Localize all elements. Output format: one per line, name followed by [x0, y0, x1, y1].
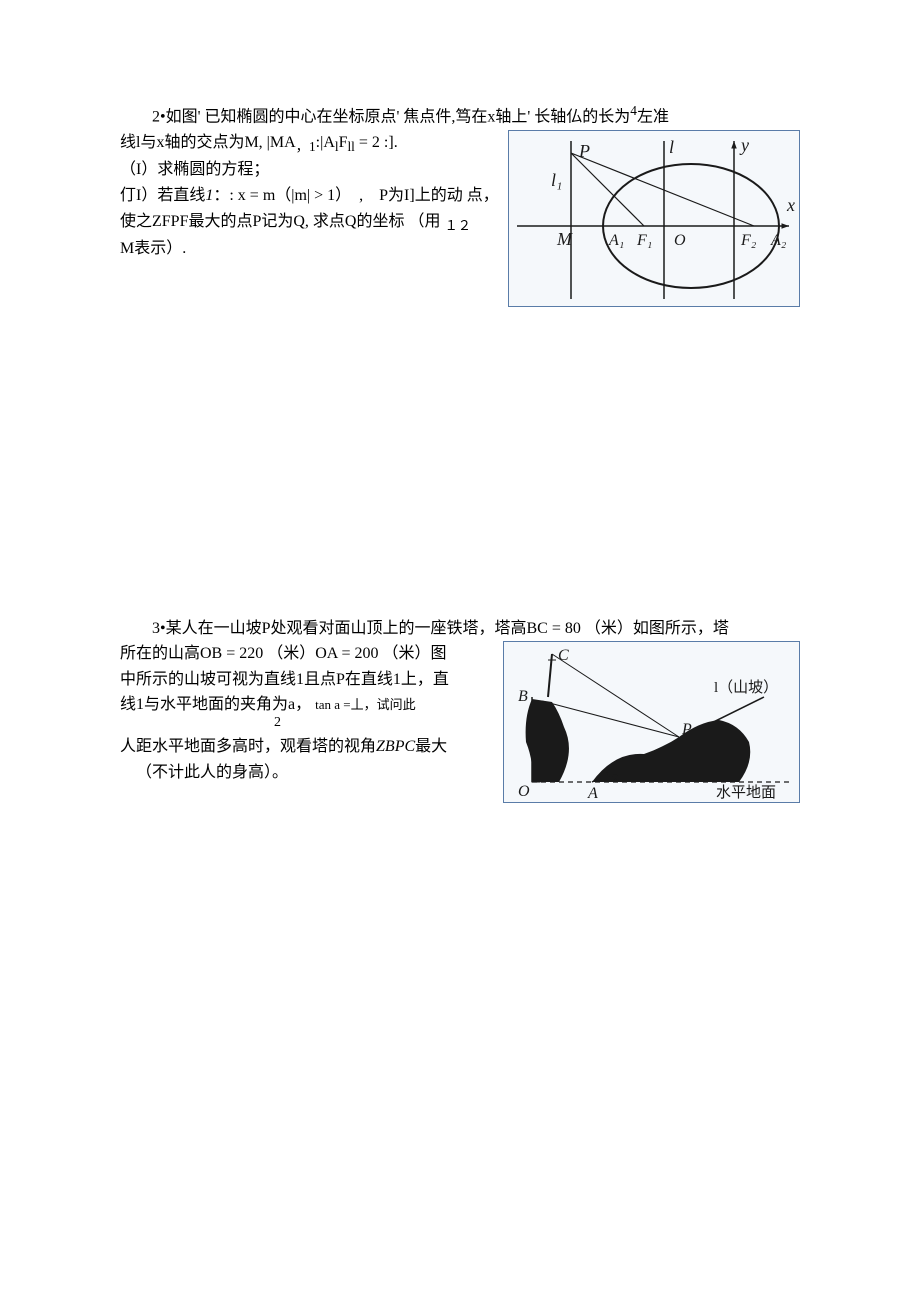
problem-3: 3•某人在一山坡P处观看对面山顶上的一座铁塔，塔高BC = 80 （米）如图所示…	[120, 616, 800, 812]
t: 左准	[637, 108, 669, 125]
t: 线l与x轴的交点为M, |MA	[120, 134, 296, 151]
svg-text:l₁: l₁	[551, 170, 562, 190]
p2-part2-end: M表示）.	[120, 236, 498, 262]
svg-text:l（山坡）: l（山坡）	[714, 679, 778, 696]
p2-figure: Pl l₁ M A₁ F₁ O F₂ A₂ x y	[508, 130, 800, 307]
t: 某人在一山坡P处观看对面山顶上的一座铁塔，塔高BC = 80 （米）如图所示，塔	[166, 620, 729, 637]
p3-line3: 中所示的山坡可视为直线1且点P在直线1上，直	[120, 667, 493, 693]
p2-body: 线l与x轴的交点为M, |MA，1:|AlFll = 2 :]. （I）求椭圆的…	[120, 130, 800, 316]
t: 已知椭圆的中心在坐标原点' 焦点件,笃在x轴上' 长轴仏的长为	[205, 108, 631, 125]
svg-text:A: A	[587, 785, 598, 802]
t: ll	[347, 139, 354, 154]
svg-text:F₁: F₁	[636, 232, 652, 249]
svg-text:M: M	[556, 229, 573, 249]
p2-text: 线l与x轴的交点为M, |MA，1:|AlFll = 2 :]. （I）求椭圆的…	[120, 130, 498, 316]
problem-2: 2•如图' 已知椭圆的中心在坐标原点' 焦点件,笃在x轴上' 长轴仏的长为4左准…	[120, 100, 800, 316]
t: 4	[630, 103, 637, 118]
p2-figure-wrap: Pl l₁ M A₁ F₁ O F₂ A₂ x y	[508, 130, 800, 316]
svg-text:F₂: F₂	[740, 232, 757, 249]
t: 线1与水平地面的夹角为a，	[120, 696, 311, 713]
mountain-diagram: C B O A Pl（山坡） 水平地面 α	[504, 642, 799, 802]
t: ，1	[296, 139, 316, 154]
t: １２	[444, 218, 471, 233]
p3-figure-wrap: C B O A Pl（山坡） 水平地面 α	[503, 641, 800, 812]
svg-text:l: l	[669, 137, 674, 157]
svg-text:P: P	[578, 141, 590, 161]
p3-body: 所在的山高OB = 220 （米）OA = 200 （米）图 中所示的山坡可视为…	[120, 641, 800, 812]
p3-line1: 3•某人在一山坡P处观看对面山顶上的一座铁塔，塔高BC = 80 （米）如图所示…	[120, 616, 800, 642]
svg-text:A₁: A₁	[608, 232, 624, 249]
p3-line6: （不计此人的身高）。	[120, 760, 493, 786]
t: 最大	[415, 738, 447, 755]
p3-figure: C B O A Pl（山坡） 水平地面 α	[503, 641, 800, 803]
p3-text: 所在的山高OB = 220 （米）OA = 200 （米）图 中所示的山坡可视为…	[120, 641, 493, 812]
svg-text:x: x	[786, 195, 795, 215]
svg-text:A₂: A₂	[770, 232, 787, 249]
svg-text:水平地面: 水平地面	[716, 784, 776, 801]
ellipse-diagram: Pl l₁ M A₁ F₁ O F₂ A₂ x y	[509, 131, 799, 306]
p2-part2: 仃I）若直线1：: x = m（|m| > 1） , P为I]上的动 点， 使之…	[120, 183, 498, 236]
t: :|A	[316, 134, 335, 151]
t: 仃I）若直线	[120, 187, 205, 204]
t: = 2 :].	[355, 134, 398, 151]
p3-num: 3•	[152, 620, 166, 637]
svg-text:α: α	[612, 768, 620, 783]
p2-line1: 2•如图' 已知椭圆的中心在坐标原点' 焦点件,笃在x轴上' 长轴仏的长为4左准	[120, 100, 800, 130]
svg-text:O: O	[674, 232, 686, 249]
svg-text:O: O	[518, 783, 530, 800]
p2-part1: （I）求椭圆的方程；	[120, 157, 498, 183]
p2-line2: 线l与x轴的交点为M, |MA，1:|AlFll = 2 :].	[120, 130, 498, 158]
p3-line5: 人距水平地面多高时，观看塔的视角ZBPC最大	[120, 734, 493, 760]
svg-text:y: y	[739, 135, 749, 155]
t: tan a =丄，试问此	[315, 697, 415, 712]
p2-num: 2•如图'	[152, 108, 201, 125]
t: 人距水平地面多高时，观看塔的视角	[120, 738, 376, 755]
svg-text:B: B	[518, 688, 528, 705]
svg-text:C: C	[558, 647, 569, 664]
t: ZBPC	[376, 738, 415, 755]
p3-line2: 所在的山高OB = 220 （米）OA = 200 （米）图	[120, 641, 493, 667]
svg-text:P: P	[681, 721, 692, 738]
